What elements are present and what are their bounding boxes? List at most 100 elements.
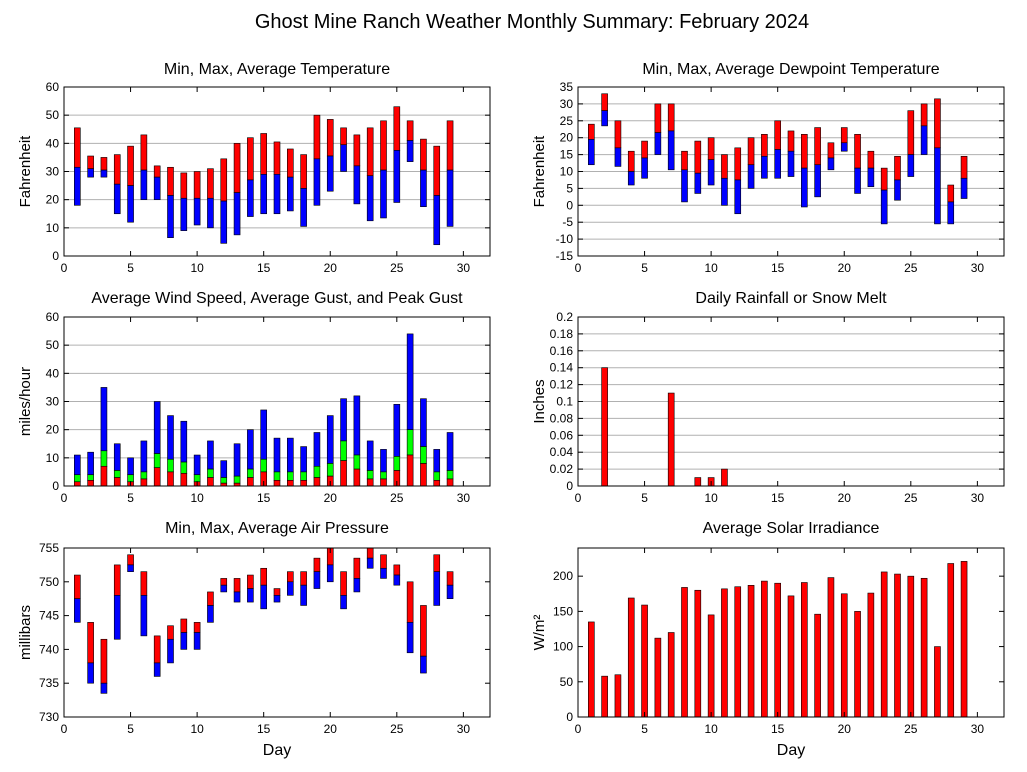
- bar: [180, 197, 188, 231]
- bar: [313, 114, 321, 160]
- bar: [260, 133, 267, 175]
- x-tick-label: 0: [61, 722, 68, 736]
- x-tick-label: 10: [190, 722, 204, 736]
- bar: [734, 179, 742, 215]
- bar: [433, 480, 441, 487]
- bar: [113, 154, 121, 185]
- bar: [654, 103, 662, 133]
- bar: [393, 404, 401, 457]
- x-tick-label: 20: [324, 261, 338, 275]
- x-tick-label: 20: [838, 491, 852, 505]
- bar: [260, 409, 267, 460]
- bar: [947, 184, 955, 203]
- bar: [113, 477, 121, 487]
- bar: [393, 106, 401, 151]
- y-tick-label: 60: [46, 80, 60, 94]
- y-tick-label: 0: [566, 479, 573, 493]
- bar: [814, 164, 821, 198]
- bar: [74, 574, 81, 599]
- bar: [867, 167, 875, 188]
- bar: [340, 398, 347, 442]
- x-tick-label: 15: [771, 491, 785, 505]
- bar: [153, 401, 161, 454]
- y-tick-label: 0.08: [550, 411, 574, 425]
- bar: [747, 164, 755, 189]
- bar: [761, 580, 768, 718]
- y-tick-label: 0: [566, 710, 573, 724]
- bar: [960, 561, 968, 718]
- bar: [180, 473, 188, 487]
- bar: [180, 618, 188, 633]
- x-tick-label: 25: [904, 261, 918, 275]
- solar-chart: Average Solar Irradiance 0 50 100 150 200 0 5 1…: [531, 520, 1005, 759]
- bar: [588, 621, 595, 718]
- x-tick-label: 5: [127, 491, 134, 505]
- bar: [127, 554, 134, 566]
- bar: [446, 470, 454, 480]
- y-tick-label: 100: [553, 640, 573, 654]
- bar: [87, 480, 94, 487]
- bar: [353, 134, 361, 167]
- bar: [260, 584, 267, 610]
- bar: [140, 440, 148, 473]
- x-tick-label: 5: [641, 491, 648, 505]
- bar: [87, 474, 94, 481]
- bar: [273, 437, 281, 473]
- bar: [406, 622, 414, 654]
- bar: [934, 147, 941, 225]
- bar: [601, 675, 608, 718]
- bar: [127, 564, 134, 572]
- bar: [113, 564, 121, 596]
- bar: [74, 474, 81, 483]
- y-tick-label: 200: [553, 569, 573, 583]
- bar: [446, 169, 454, 227]
- chart-title: Min, Max, Average Temperature: [164, 61, 390, 78]
- y-tick-label: 750: [39, 575, 59, 589]
- x-tick-label: 15: [257, 491, 271, 505]
- bar: [707, 137, 715, 160]
- bar: [681, 587, 688, 718]
- bar: [894, 573, 901, 718]
- bar: [273, 141, 281, 175]
- y-tick-label: 755: [39, 541, 59, 555]
- bar: [313, 158, 321, 206]
- x-tick-label: 0: [575, 722, 582, 736]
- bar: [907, 575, 915, 718]
- y-tick-label: 50: [560, 675, 574, 689]
- bar: [707, 159, 715, 186]
- bar: [366, 127, 374, 177]
- bar: [74, 166, 81, 206]
- bar: [667, 632, 675, 718]
- bar: [654, 637, 662, 718]
- bar: [601, 367, 608, 487]
- bar: [207, 605, 214, 623]
- bar: [140, 595, 148, 637]
- chart-title: Min, Max, Average Air Pressure: [165, 520, 389, 537]
- y-tick-label: 735: [39, 676, 59, 690]
- bar: [867, 592, 875, 718]
- bar: [340, 144, 347, 172]
- bar: [801, 167, 808, 208]
- bar: [380, 567, 387, 579]
- bar: [747, 585, 755, 718]
- bar: [840, 142, 848, 152]
- bar: [406, 120, 414, 141]
- y-tick-label: 0: [566, 198, 573, 212]
- bar: [193, 632, 201, 650]
- y-tick-label: 0: [52, 249, 59, 263]
- bar: [446, 584, 454, 599]
- bar: [614, 674, 622, 718]
- bar: [380, 120, 387, 171]
- y-tick-label: 20: [560, 131, 574, 145]
- bar: [654, 132, 662, 155]
- pressure-chart: Min, Max, Average Air Pressure 730 735 740…: [17, 520, 491, 759]
- bar: [353, 557, 361, 579]
- bar: [446, 571, 454, 586]
- bar: [87, 168, 94, 178]
- x-tick-label: 20: [324, 722, 338, 736]
- bar: [667, 130, 675, 171]
- y-axis-label: millibars: [17, 605, 34, 660]
- bar: [207, 591, 214, 606]
- bar: [340, 440, 347, 461]
- bar: [947, 201, 955, 225]
